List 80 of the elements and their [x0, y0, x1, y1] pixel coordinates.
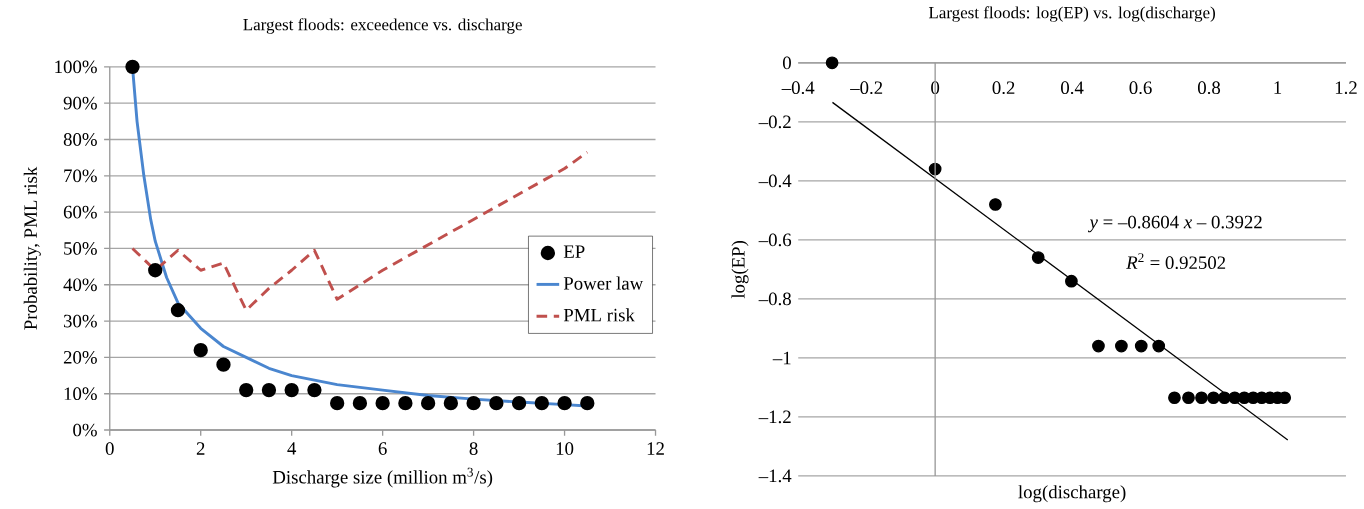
y-tick-label: 0%: [73, 423, 97, 437]
point: [1031, 251, 1045, 265]
legend-label: Power law: [563, 276, 644, 290]
y-tick-label: –1.4: [758, 469, 792, 483]
point: [989, 198, 1002, 212]
point: [239, 383, 254, 398]
point: [511, 396, 527, 411]
y-tick-label: 50%: [64, 242, 97, 256]
chart-title: Largest floods: exceedence vs. discharge: [243, 18, 522, 35]
point: [825, 56, 839, 70]
y-tick-label: 80%: [63, 133, 97, 147]
point: [534, 396, 549, 411]
y-tick-label: –1.2: [758, 410, 791, 424]
y-tick-label: 10%: [64, 387, 97, 401]
x-tick-label: 0.6: [1129, 81, 1152, 95]
point: [216, 357, 231, 373]
y-tick-label: 0: [782, 56, 791, 70]
y-axis-title: Probability, PML risk: [23, 166, 41, 330]
y-tick-label: 40%: [63, 278, 97, 292]
y-tick-label: –0.6: [758, 233, 792, 247]
point: [1218, 391, 1231, 405]
y-tick-label: –0.8: [758, 292, 791, 306]
point: [1065, 275, 1078, 288]
point: [1195, 391, 1208, 405]
x-tick-label: 1: [1274, 81, 1282, 94]
point: [443, 396, 459, 411]
y-axis-title: log(EP): [731, 241, 749, 299]
point: [1168, 391, 1181, 405]
chart-title: Largest floods: log(EP) vs. log(discharge): [928, 6, 1215, 23]
point: [1207, 391, 1220, 405]
x-tick-label: –0.4: [781, 81, 815, 95]
point: [466, 396, 481, 411]
x-tick-label: 8: [469, 442, 478, 456]
x-tick-label: 0.2: [992, 81, 1015, 95]
x-tick-label: 12: [647, 442, 664, 455]
x-axis-title: log(discharge): [1018, 485, 1126, 503]
point: [1152, 339, 1166, 353]
y-tick-label: 60%: [63, 205, 97, 219]
point: [170, 303, 186, 318]
y-tick-label: 90%: [63, 97, 97, 110]
point: [580, 396, 595, 411]
x-tick-label: 0: [105, 442, 114, 456]
point: [261, 383, 277, 398]
point: [352, 396, 368, 411]
y-tick-label: 70%: [64, 169, 97, 183]
annotation: R$^{2}$ = 0.92502: [1126, 253, 1226, 270]
y-tick-label: –0.4: [758, 174, 792, 188]
x-tick-label: 1.2: [1335, 81, 1357, 95]
point: [1182, 391, 1195, 405]
x-tick-label: 0.8: [1197, 81, 1221, 95]
point: [1115, 339, 1128, 353]
x-tick-label: 4: [287, 442, 297, 455]
point: [375, 396, 390, 411]
y-tick-label: 30%: [63, 314, 97, 328]
point: [1092, 339, 1105, 353]
y-tick-label: –1: [772, 351, 791, 365]
point: [193, 343, 208, 358]
point: [125, 59, 140, 75]
point: [420, 396, 436, 411]
point: [557, 396, 572, 411]
x-tick-label: 10: [556, 442, 574, 456]
y-tick-label: –0.2: [758, 115, 791, 129]
x-tick-label: –0.2: [850, 81, 883, 95]
point: [330, 396, 345, 411]
y-tick-label: 100%: [55, 60, 97, 74]
point: [1134, 339, 1148, 353]
y-tick-label: 20%: [63, 351, 97, 365]
point: [307, 383, 322, 398]
legend-label: PML risk: [563, 308, 635, 322]
point: [398, 396, 413, 411]
x-tick-label: 0.4: [1061, 81, 1084, 95]
x-tick-label: 6: [378, 442, 387, 456]
point: [489, 396, 504, 411]
point: [148, 263, 163, 278]
point: [284, 383, 299, 398]
x-tick-label: 2: [196, 442, 205, 455]
annotation: y = –0.8604 x – 0.3922: [1087, 215, 1262, 233]
x-axis-title: Discharge size (million m$^{3}$/s): [272, 467, 493, 488]
legend-label: EP: [563, 245, 585, 258]
x-tick-label: 0: [931, 81, 940, 95]
